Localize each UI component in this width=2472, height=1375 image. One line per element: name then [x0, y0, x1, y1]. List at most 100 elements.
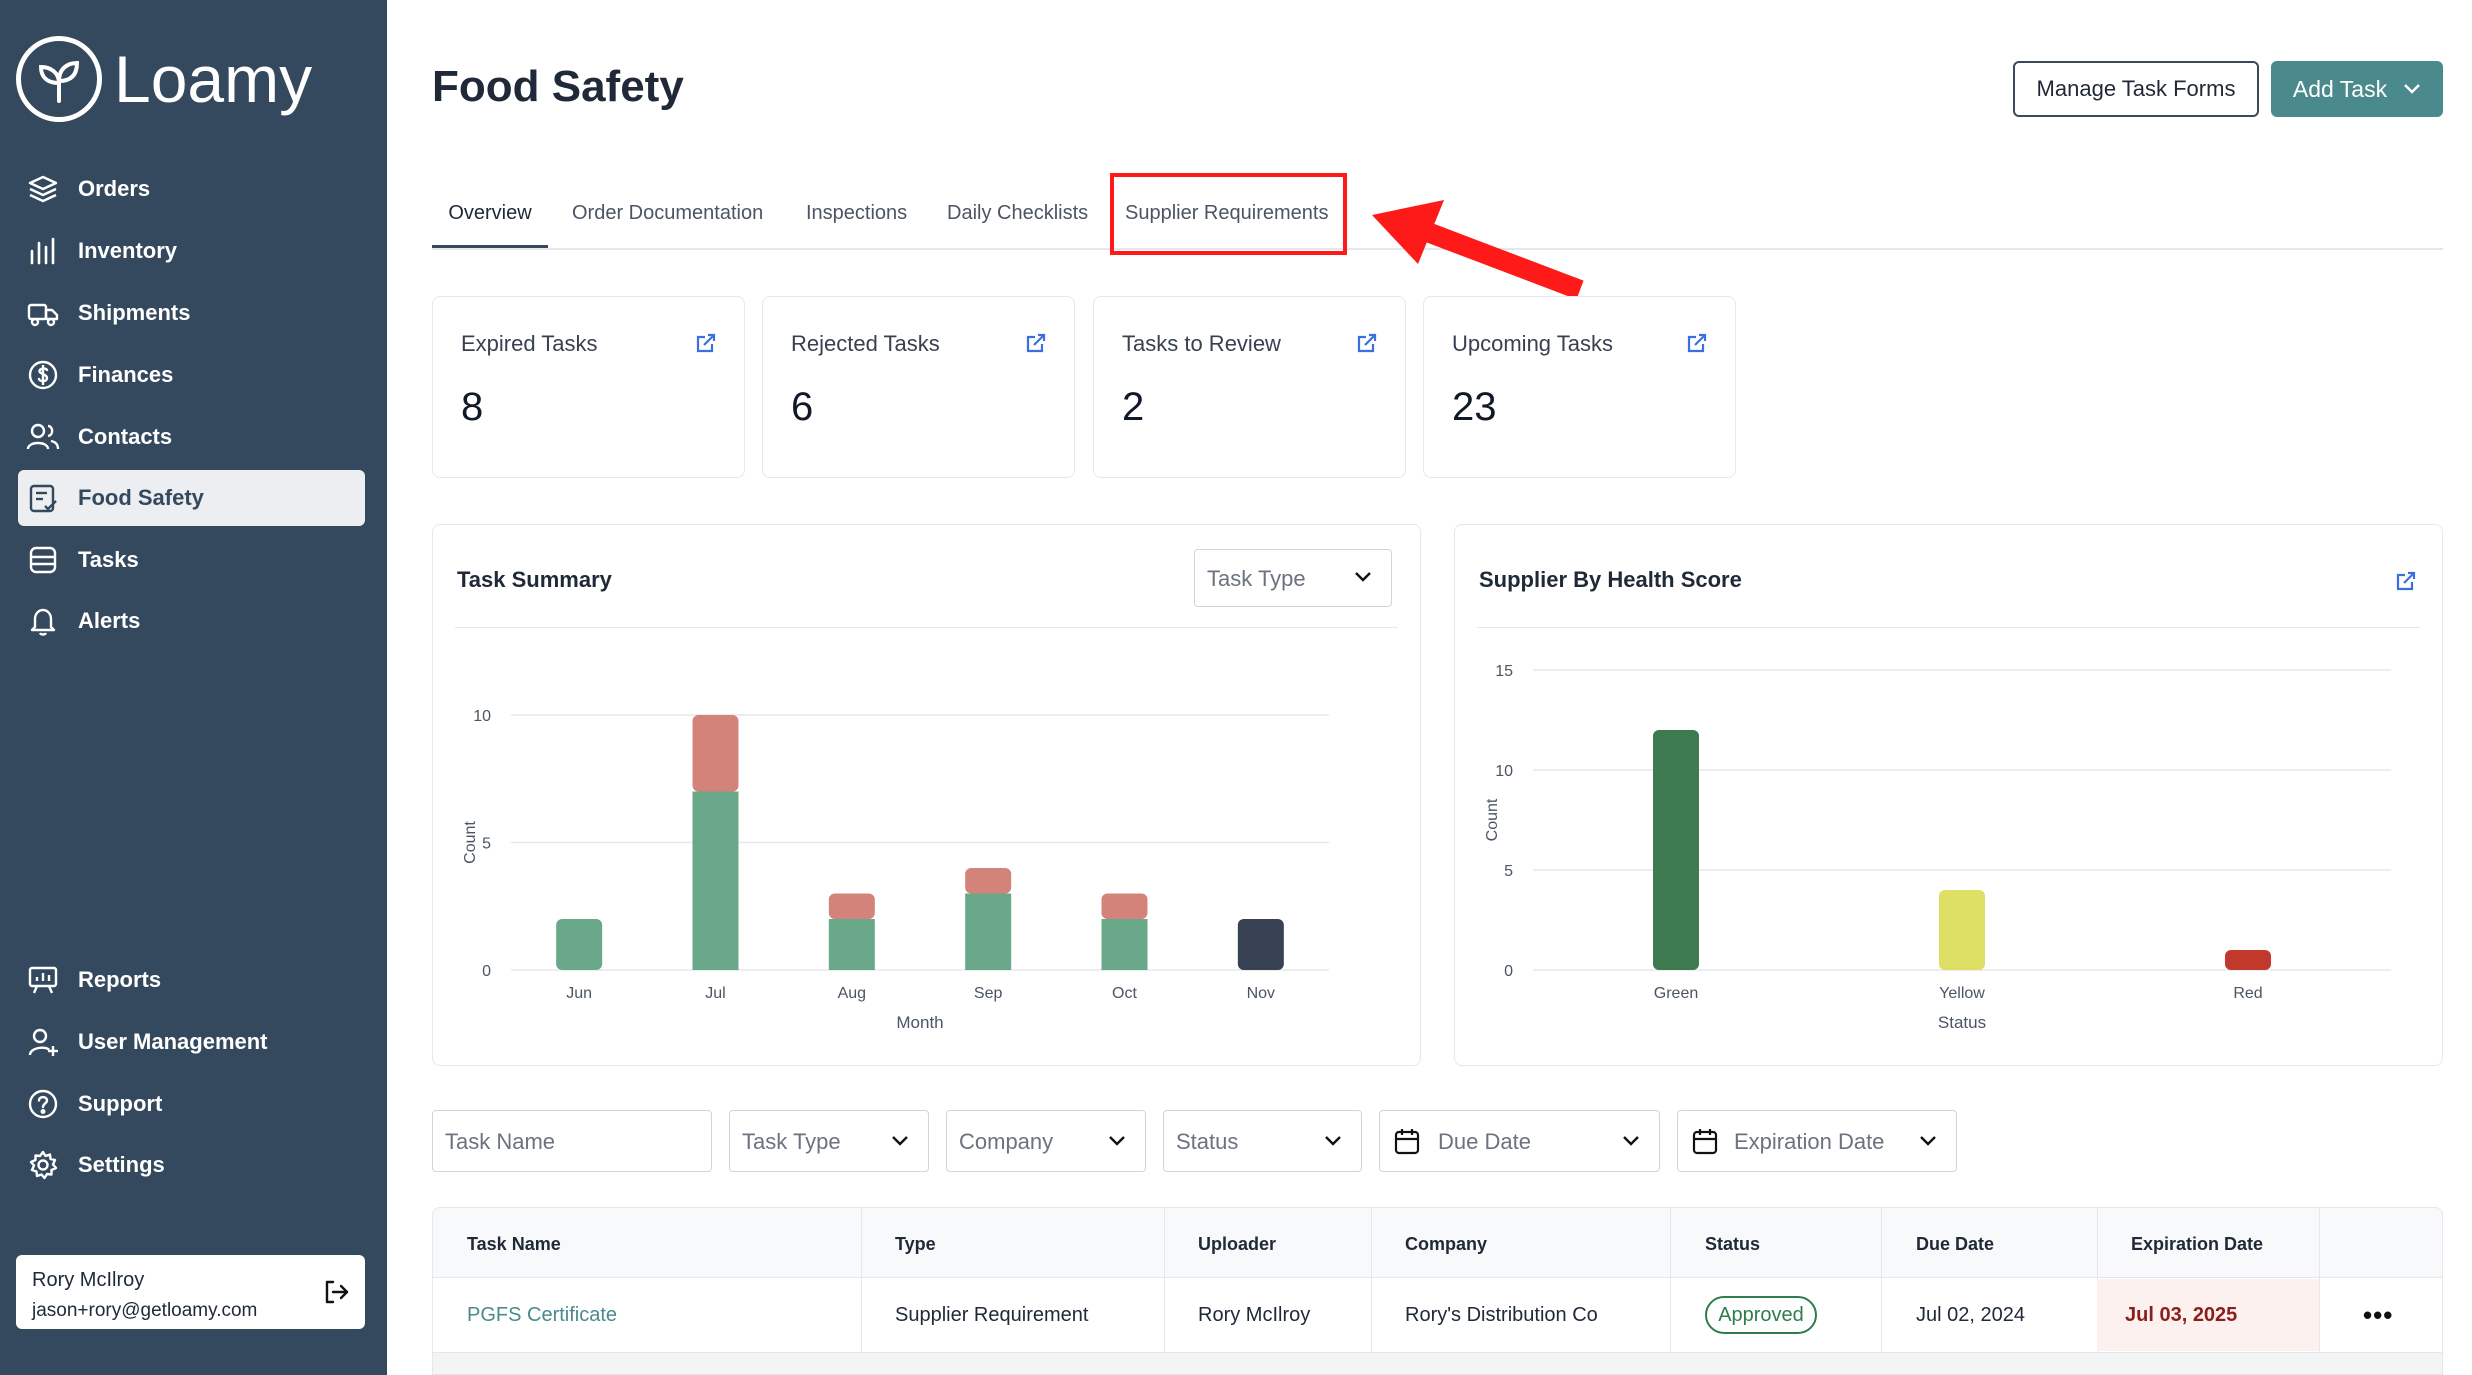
- logo[interactable]: Loamy: [16, 36, 312, 122]
- column-header-due-date[interactable]: Due Date: [1916, 1234, 1995, 1254]
- panel-title: Supplier By Health Score: [1479, 567, 1742, 592]
- stat-card-expired[interactable]: Expired Tasks 8: [432, 296, 745, 478]
- layers-icon: [26, 172, 60, 206]
- sidebar-item-food-safety[interactable]: Food Safety: [18, 470, 365, 526]
- bar-segment: [965, 893, 1012, 970]
- sidebar-item-label: Food Safety: [78, 485, 204, 510]
- company-filter[interactable]: Company: [946, 1110, 1146, 1172]
- sidebar-item-label: Shipments: [78, 300, 191, 325]
- red-arrow-annotation: [1372, 200, 1584, 300]
- chevron-down-icon: [1355, 572, 1371, 582]
- external-link-icon[interactable]: [694, 331, 718, 355]
- column-header-type[interactable]: Type: [895, 1234, 936, 1254]
- external-link-icon[interactable]: [1685, 331, 1709, 355]
- tab-supplier-requirements[interactable]: Supplier Requirements: [1125, 202, 1329, 224]
- task-name-link[interactable]: PGFS Certificate: [467, 1304, 618, 1326]
- sidebar-item-reports[interactable]: Reports: [18, 952, 365, 1008]
- chevron-down-icon: [1325, 1136, 1341, 1146]
- task-type-filter[interactable]: Task Type: [729, 1110, 929, 1172]
- presentation-icon: [26, 963, 60, 997]
- tab-daily-checklists[interactable]: Daily Checklists: [947, 202, 1089, 224]
- stat-label: Tasks to Review: [1122, 331, 1281, 356]
- expiration-date-text: Jul 03, 2025: [2125, 1304, 2238, 1326]
- chevron-down-icon: [2404, 84, 2420, 94]
- chevron-down-icon: [1920, 1136, 1936, 1146]
- stat-card-upcoming[interactable]: Upcoming Tasks 23: [1423, 296, 1736, 478]
- bar-segment: [965, 868, 1012, 894]
- stat-label: Upcoming Tasks: [1452, 331, 1613, 356]
- row-actions-more-icon[interactable]: •••: [2363, 1300, 2394, 1330]
- x-tick-label: Sep: [974, 985, 1003, 1002]
- external-link-icon[interactable]: [1355, 331, 1379, 355]
- logo-text: Loamy: [114, 42, 313, 116]
- y-tick-label: 15: [1495, 663, 1513, 680]
- sidebar-item-tasks[interactable]: Tasks: [18, 532, 365, 588]
- x-tick-label: Red: [2233, 985, 2262, 1002]
- sidebar-item-label: Tasks: [78, 547, 139, 572]
- column-divider: [1371, 1208, 1372, 1374]
- column-header-expiration-date[interactable]: Expiration Date: [2131, 1234, 2264, 1254]
- sidebar-item-inventory[interactable]: Inventory: [18, 223, 365, 279]
- sidebar: Loamy Orders Inventory Shipments Finance…: [0, 0, 387, 1375]
- y-tick-label: 10: [473, 708, 491, 725]
- x-tick-label: Yellow: [1939, 985, 1985, 1002]
- clipboard-check-icon: [26, 481, 60, 515]
- divider: [1477, 627, 2420, 628]
- leaf-logo-icon: [16, 36, 102, 122]
- external-link-icon[interactable]: [2394, 569, 2418, 593]
- task-type-select[interactable]: Task Type: [1194, 549, 1392, 607]
- select-value: Task Type: [1207, 566, 1306, 591]
- sidebar-item-contacts[interactable]: Contacts: [18, 409, 365, 465]
- sidebar-item-label: Reports: [78, 967, 162, 992]
- bar-segment: [1101, 893, 1148, 919]
- column-header-company[interactable]: Company: [1405, 1234, 1488, 1254]
- sidebar-item-support[interactable]: Support: [18, 1076, 365, 1132]
- bar-segment: [556, 919, 603, 970]
- external-link-icon[interactable]: [1024, 331, 1048, 355]
- expiration-date-cell: Jul 03, 2025: [2097, 1279, 2319, 1351]
- task-summary-chart: ApprovedNeeds ReviewRejected0510CountJun…: [462, 708, 1329, 1032]
- column-header-uploader[interactable]: Uploader: [1198, 1234, 1277, 1254]
- x-axis-label: Status: [1938, 1013, 1986, 1032]
- column-header-task-name[interactable]: Task Name: [467, 1234, 561, 1254]
- due-date-cell: Jul 02, 2024: [1916, 1304, 2025, 1326]
- sidebar-item-settings[interactable]: Settings: [18, 1137, 365, 1193]
- y-tick-label: 0: [1504, 963, 1513, 980]
- sidebar-item-label: User Management: [78, 1029, 268, 1054]
- column-divider: [1881, 1208, 1882, 1374]
- sidebar-item-finances[interactable]: Finances: [18, 347, 365, 403]
- sidebar-item-orders[interactable]: Orders: [18, 161, 365, 217]
- filter-label: Due Date: [1438, 1129, 1531, 1154]
- bar-chart-icon: [26, 234, 60, 268]
- expiration-date-filter[interactable]: Expiration Date: [1677, 1110, 1957, 1172]
- sidebar-item-label: Alerts: [78, 608, 141, 633]
- tab-order-documentation[interactable]: Order Documentation: [572, 202, 764, 224]
- task-name-filter-input[interactable]: Task Name: [432, 1110, 712, 1172]
- task-summary-panel: Task Summary Task Type ApprovedNeeds Rev…: [432, 524, 1421, 1066]
- column-header-status[interactable]: Status: [1705, 1234, 1761, 1254]
- user-plus-icon: [26, 1025, 60, 1059]
- status-filter[interactable]: Status: [1163, 1110, 1362, 1172]
- stat-card-rejected[interactable]: Rejected Tasks 6: [762, 296, 1075, 478]
- tab-inspections[interactable]: Inspections: [806, 202, 908, 224]
- bar: [1653, 730, 1699, 970]
- y-tick-label: 5: [482, 836, 491, 853]
- gear-icon: [26, 1148, 60, 1182]
- add-task-button[interactable]: Add Task: [2271, 61, 2443, 117]
- sidebar-item-user-management[interactable]: User Management: [18, 1014, 365, 1070]
- calendar-icon: [1394, 1129, 1420, 1155]
- chevron-down-icon: [1623, 1136, 1639, 1146]
- x-tick-label: Nov: [1247, 985, 1275, 1002]
- sidebar-item-alerts[interactable]: Alerts: [18, 593, 365, 649]
- tab-overview[interactable]: Overview: [432, 202, 548, 248]
- stat-card-to-review[interactable]: Tasks to Review 2: [1093, 296, 1406, 478]
- status-badge: Approved: [1705, 1296, 1817, 1334]
- manage-task-forms-button[interactable]: Manage Task Forms: [2013, 61, 2259, 117]
- sidebar-item-shipments[interactable]: Shipments: [18, 285, 365, 341]
- bell-icon: [26, 604, 60, 638]
- bar: [2225, 950, 2271, 970]
- logout-icon[interactable]: [321, 1277, 351, 1307]
- x-tick-label: Aug: [838, 985, 866, 1002]
- due-date-filter[interactable]: Due Date: [1379, 1110, 1660, 1172]
